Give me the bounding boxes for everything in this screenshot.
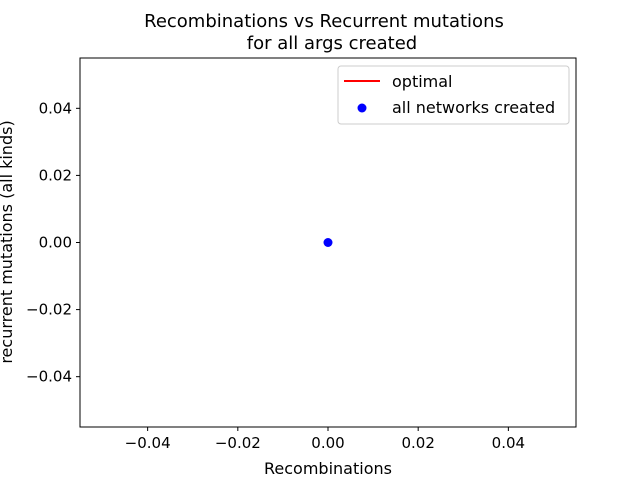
- y-axis: −0.04 −0.02 0.00 0.02 0.04: [26, 99, 80, 386]
- legend-box: [337, 65, 570, 125]
- x-axis: −0.04 −0.02 0.00 0.02 0.04: [125, 427, 525, 452]
- y-tick-label: 0.02: [39, 166, 72, 184]
- legend-networks-marker-icon: [357, 103, 367, 113]
- x-tick-label: −0.02: [215, 434, 261, 452]
- legend-label-networks: all networks created: [392, 98, 555, 117]
- legend-label-optimal: optimal: [392, 72, 453, 91]
- x-tick-label: −0.04: [125, 434, 171, 452]
- y-tick-label: 0.04: [39, 99, 72, 117]
- chart-title-line-2: for all args created: [247, 33, 417, 54]
- y-tick-label: −0.04: [26, 368, 72, 386]
- x-tick-label: 0.04: [492, 434, 525, 452]
- x-axis-label: Recombinations: [264, 459, 392, 478]
- data-marks: [323, 238, 333, 247]
- y-axis-label: recurrent mutations (all kinds): [0, 120, 16, 363]
- chart-title-line-1: Recombinations vs Recurrent mutations: [144, 11, 504, 32]
- x-tick-label: 0.00: [311, 434, 344, 452]
- y-tick-label: 0.00: [39, 234, 72, 252]
- y-tick-label: −0.02: [26, 301, 72, 319]
- legend: optimal all networks created: [337, 65, 570, 125]
- scatter-point: [323, 238, 333, 247]
- x-tick-label: 0.02: [401, 434, 434, 452]
